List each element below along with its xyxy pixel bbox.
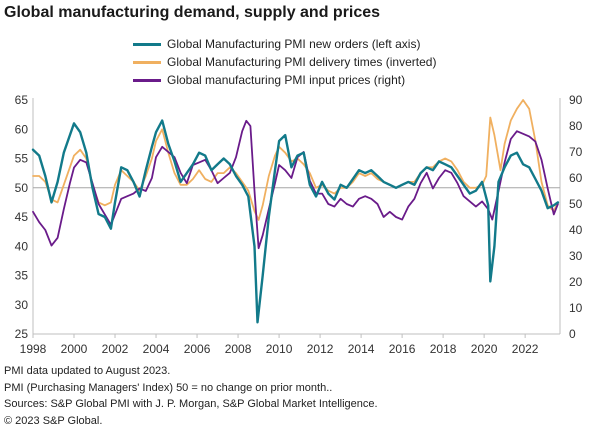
left-tick-label: 25: [15, 327, 29, 341]
x-tick-label: 2010: [266, 342, 293, 356]
right-tick-label: 70: [569, 145, 583, 159]
footnote-sources: Sources: S&P Global PMI with J. P. Morga…: [4, 398, 378, 410]
x-tick-label: 2016: [389, 342, 416, 356]
chart-axes: 25 30 35 40 45 50 55 60 65 0 10 20 30 40 50 60 70 80 90 199…: [15, 93, 583, 356]
right-tick-label: 20: [569, 275, 583, 289]
left-tick-label: 45: [15, 210, 29, 224]
left-tick-label: 40: [15, 239, 29, 253]
chart-series-lines: [31, 99, 560, 324]
legend-swatch-input-prices: [133, 78, 161, 82]
series-line-input-prices: [32, 119, 559, 250]
x-tick-label: 2012: [307, 342, 334, 356]
legend-label-new-orders: Global Manufacturing PMI new orders (lef…: [167, 37, 421, 51]
left-tick-label: 65: [15, 93, 29, 107]
left-tick-label: 60: [15, 122, 29, 136]
x-tick-label: 2020: [471, 342, 498, 356]
legend-item-delivery-times: Global Manufacturing PMI delivery times …: [133, 53, 436, 71]
x-tick-label: 2014: [348, 342, 375, 356]
legend-swatch-delivery-times: [133, 60, 161, 64]
legend-label-delivery-times: Global Manufacturing PMI delivery times …: [167, 55, 437, 69]
footnote-data-update: PMI data updated to August 2023.: [4, 365, 171, 377]
footnote-pmi-definition: PMI (Purchasing Managers' Index) 50 = no…: [4, 381, 333, 394]
legend-item-input-prices: Global manufacturing PMI input prices (r…: [133, 71, 436, 89]
legend: Global Manufacturing PMI new orders (lef…: [133, 35, 436, 89]
x-tick-label: 2018: [430, 342, 457, 356]
legend-swatch-new-orders: [133, 42, 161, 46]
x-tick-label: 2022: [512, 342, 539, 356]
footnotes: PMI data updated to August 2023. PMI (Pu…: [4, 363, 378, 429]
right-tick-label: 50: [569, 197, 583, 211]
right-tick-label: 30: [569, 249, 583, 263]
right-tick-label: 80: [569, 119, 583, 133]
left-tick-label: 50: [15, 181, 29, 195]
legend-label-input-prices: Global manufacturing PMI input prices (r…: [167, 73, 406, 87]
footnote-copyright: © 2023 S&P Global.: [4, 414, 103, 427]
x-tick-label: 2004: [143, 342, 170, 356]
right-tick-label: 0: [569, 327, 576, 341]
left-tick-label: 55: [15, 152, 29, 166]
x-tick-label: 1998: [20, 342, 47, 356]
right-tick-label: 10: [569, 301, 583, 315]
legend-item-new-orders: Global Manufacturing PMI new orders (lef…: [133, 35, 436, 53]
x-tick-label: 2000: [61, 342, 88, 356]
series-line-new-orders: [31, 119, 560, 324]
left-tick-label: 30: [15, 298, 29, 312]
x-tick-label: 2002: [102, 342, 129, 356]
x-tick-label: 2008: [225, 342, 252, 356]
right-tick-label: 60: [569, 171, 583, 185]
right-tick-label: 40: [569, 223, 583, 237]
chart-title: Global manufacturing demand, supply and …: [4, 4, 381, 21]
right-tick-label: 90: [569, 93, 583, 107]
x-tick-label: 2006: [184, 342, 211, 356]
left-tick-label: 35: [15, 269, 29, 283]
